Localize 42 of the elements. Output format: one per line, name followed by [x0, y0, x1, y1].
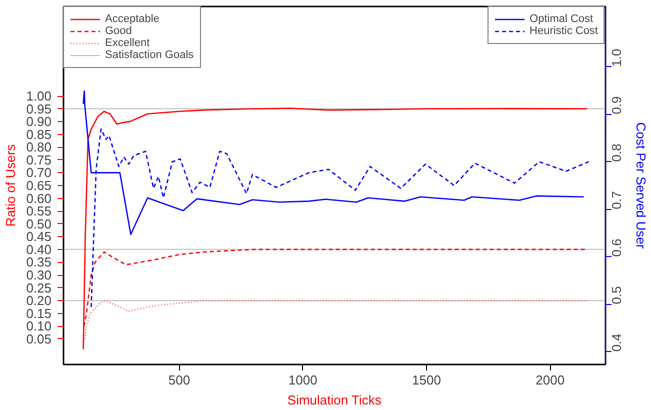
- legend-label: Excellent: [105, 37, 150, 49]
- x-tick-label: 2000: [536, 372, 565, 388]
- y2-tick-label: 0.7: [609, 191, 624, 210]
- y-tick-label: 0.10: [26, 318, 52, 334]
- y-tick-label: 0.90: [26, 114, 52, 130]
- legend-label: Optimal Cost: [530, 13, 594, 25]
- y-tick-label: 0.15: [26, 306, 52, 321]
- y2-tick-label: 1.0: [609, 48, 624, 67]
- line-series: [82, 108, 588, 350]
- y-tick-label: 0.70: [26, 165, 52, 180]
- y-tick-label: 0.85: [26, 126, 52, 142]
- y2-tick-label: 0.9: [609, 96, 624, 114]
- y-tick-label: 1.00: [26, 88, 52, 104]
- y2-axis-title: Cost Per Served User: [634, 122, 648, 250]
- y2-tick-label: 0.4: [609, 334, 624, 352]
- legend-label: Good: [105, 25, 132, 37]
- x-tick-label: 1500: [412, 372, 441, 388]
- y-tick-label: 0.60: [26, 190, 52, 206]
- y-tick-label: 0.65: [26, 178, 52, 193]
- x-tick-label: 500: [168, 372, 190, 388]
- y2-tick-label: 0.8: [609, 144, 624, 162]
- y-tick-label: 0.45: [26, 229, 52, 244]
- legend-label: Satisfaction Goals: [105, 49, 194, 61]
- y-tick-label: 0.55: [26, 204, 52, 219]
- y-tick-label: 0.35: [26, 254, 52, 270]
- y-tick-label: 0.50: [26, 216, 52, 232]
- y2-tick-label: 0.6: [609, 238, 624, 257]
- y-tick-label: 0.30: [26, 268, 52, 282]
- legend-label: Heuristic Cost: [530, 25, 598, 37]
- y-tick-label: 0.25: [26, 280, 52, 296]
- y-tick-label: 0.40: [26, 242, 52, 257]
- y-tick-label: 0.80: [26, 140, 52, 155]
- y-tick-label: 0.75: [26, 152, 52, 168]
- legend-label: Acceptable: [105, 13, 160, 25]
- y-axis-title: Ratio of Users: [3, 144, 18, 227]
- x-tick-label: 1000: [288, 372, 318, 388]
- y2-tick-label: 0.5: [609, 286, 624, 304]
- y-tick-label: 0.95: [26, 101, 52, 116]
- y-tick-label: 0.20: [26, 293, 52, 308]
- line-series: [84, 300, 588, 340]
- x-axis-title: Simulation Ticks: [287, 392, 382, 408]
- y-tick-label: 0.05: [26, 331, 52, 346]
